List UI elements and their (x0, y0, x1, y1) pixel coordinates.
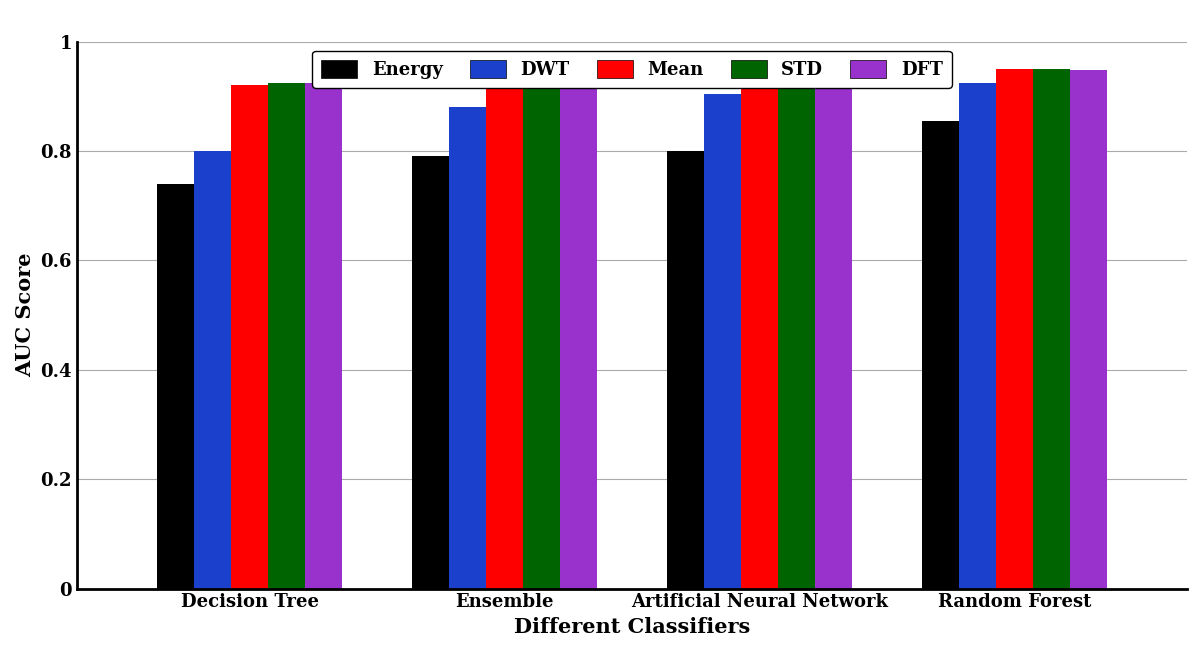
Bar (1070, 70, 1107, 589)
Bar (1033, 69, 1070, 589)
Bar (704, 93, 740, 589)
Bar (523, 88, 560, 589)
Bar (922, 121, 959, 589)
Bar (195, 151, 231, 589)
Bar (667, 151, 704, 589)
Bar (157, 184, 195, 589)
Bar (268, 83, 305, 589)
Bar (412, 156, 450, 589)
Bar (740, 77, 778, 589)
Bar (995, 69, 1033, 589)
Bar (778, 80, 815, 589)
Bar (560, 85, 596, 589)
X-axis label: Different Classifiers: Different Classifiers (513, 617, 750, 637)
Legend: Energy, DWT, Mean, STD, DFT: Energy, DWT, Mean, STD, DFT (313, 51, 952, 88)
Bar (486, 85, 523, 589)
Bar (450, 107, 486, 589)
Bar (305, 83, 341, 589)
Bar (959, 83, 995, 589)
Bar (231, 85, 268, 589)
Y-axis label: AUC Score: AUC Score (14, 253, 35, 378)
Bar (815, 83, 852, 589)
